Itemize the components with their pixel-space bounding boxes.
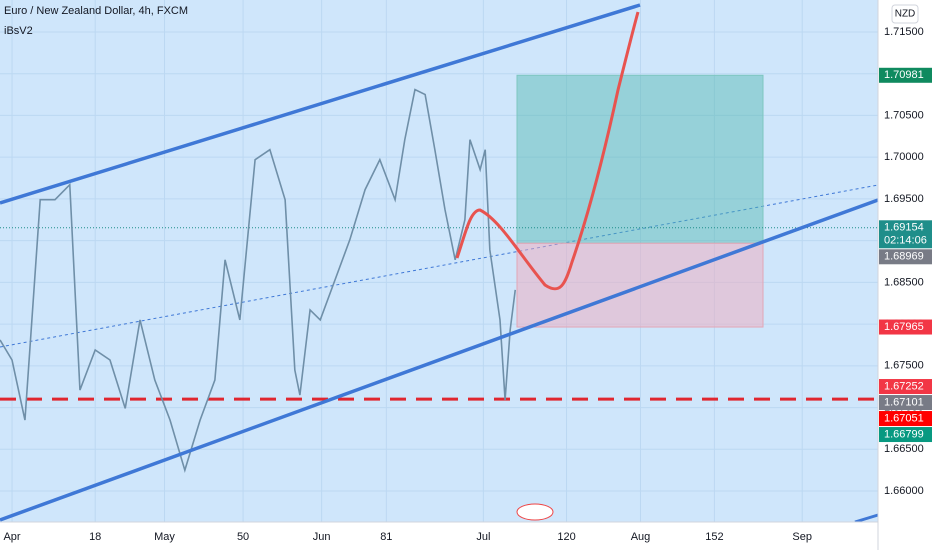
y-tick-label: 1.67500 xyxy=(884,360,924,372)
watermark-logo xyxy=(516,503,554,521)
x-tick-label: May xyxy=(154,531,175,543)
price-tag-label: 1.67965 xyxy=(884,321,924,333)
indicator-label: iBsV2 xyxy=(4,25,33,37)
time-axis xyxy=(0,522,878,550)
price-tag xyxy=(879,379,932,395)
price-series xyxy=(0,88,517,473)
channel-lower-extension xyxy=(854,513,879,524)
x-tick-label: Jun xyxy=(313,531,331,543)
price-tag-label: 1.66799 xyxy=(884,428,924,440)
price-tag xyxy=(879,395,932,411)
y-tick-label: 1.71500 xyxy=(884,26,924,38)
x-tick-label: 152 xyxy=(705,531,723,543)
forecast-path xyxy=(455,11,640,291)
channel-bottom xyxy=(0,198,879,522)
x-tick-label: Aug xyxy=(631,531,651,543)
target-zone xyxy=(516,74,764,244)
price-line xyxy=(0,88,517,473)
x-tick-label: Jul xyxy=(476,531,490,543)
x-tick-label: Sep xyxy=(792,531,812,543)
y-tick-label: 1.66000 xyxy=(884,485,924,497)
currency-button[interactable] xyxy=(891,4,919,24)
trend-line xyxy=(0,184,879,348)
y-tick-label: 1.68500 xyxy=(884,276,924,288)
price-tag-label: 1.70981 xyxy=(884,69,924,81)
price-tag xyxy=(879,319,932,335)
x-tick-label: Apr xyxy=(3,531,20,543)
price-tag xyxy=(879,67,932,83)
price-tag-label: 1.67051 xyxy=(884,412,924,424)
y-tick-label: 1.69500 xyxy=(884,193,924,205)
price-tag-label: 1.69154 xyxy=(884,222,924,234)
price-tag-label: 1.68969 xyxy=(884,251,924,263)
symbol-title: Euro / New Zealand Dollar, 4h, FXCM xyxy=(4,5,188,17)
drawings-top xyxy=(0,3,879,524)
price-tag xyxy=(879,427,932,443)
channel-top xyxy=(0,3,641,205)
price-tag xyxy=(879,220,932,249)
x-tick-label: 18 xyxy=(89,531,101,543)
y-tick-label: 1.70000 xyxy=(884,151,924,163)
price-tag-label: 1.67101 xyxy=(884,396,924,408)
price-tag-label: 1.67252 xyxy=(884,380,924,392)
x-tick-label: 50 xyxy=(237,531,249,543)
currency-label[interactable]: NZD xyxy=(895,9,916,20)
price-tag xyxy=(879,249,932,265)
price-tag xyxy=(879,411,932,427)
y-tick-label: 1.66500 xyxy=(884,443,924,455)
countdown-label: 02:14:06 xyxy=(884,235,927,247)
x-tick-label: 120 xyxy=(557,531,575,543)
y-tick-label: 1.70500 xyxy=(884,109,924,121)
watermark xyxy=(516,503,554,521)
x-tick-label: 81 xyxy=(380,531,392,543)
